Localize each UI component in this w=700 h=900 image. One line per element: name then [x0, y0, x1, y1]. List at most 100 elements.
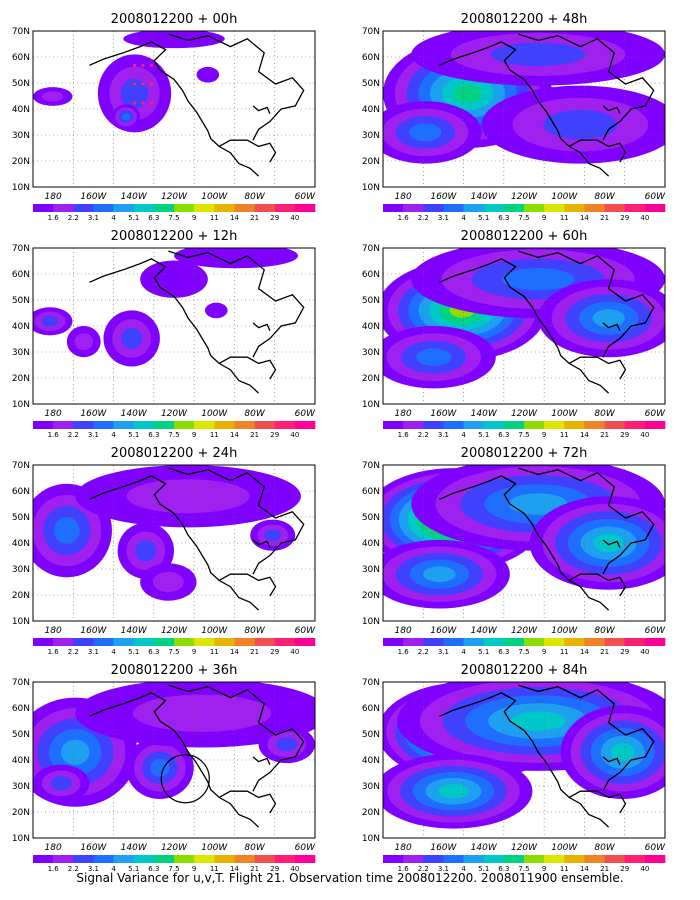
colorbar-label: 40 [640, 865, 649, 873]
lat-tick-label: 40N [362, 539, 380, 549]
lon-tick-label: 60W [295, 843, 316, 853]
lat-tick-label: 40N [362, 322, 380, 332]
shaded-field [33, 682, 315, 807]
lat-tick-label: 40N [362, 756, 380, 766]
colorbar-label: 14 [580, 431, 589, 439]
shade-contour [150, 758, 170, 777]
panel-title: 2008012200 + 36h [111, 663, 238, 678]
colorbar-swatch [604, 204, 626, 212]
colorbar-label: 11 [560, 648, 569, 656]
flight-track-dot [141, 101, 145, 105]
lat-tick-label: 30N [362, 131, 380, 141]
colorbar-label: 40 [290, 431, 299, 439]
colorbar-label: 11 [210, 865, 219, 873]
colorbar-swatch [463, 204, 485, 212]
lat-tick-label: 70N [12, 244, 30, 254]
observation-circle [160, 754, 210, 804]
colorbar-label: 11 [210, 648, 219, 656]
colorbar-swatch [503, 421, 525, 429]
shade-contour [592, 309, 625, 328]
lon-tick-label: 160W [80, 192, 107, 202]
lon-tick-label: 140W [121, 626, 148, 636]
colorbar-label: 4 [111, 214, 116, 222]
lat-tick-label: 50N [362, 296, 380, 306]
lat-tick-label: 60N [12, 53, 30, 63]
colorbar-swatch [53, 855, 74, 863]
panel-title: 2008012200 + 72h [461, 446, 588, 461]
lon-tick-label: 80W [594, 626, 615, 636]
colorbar-swatch [423, 855, 444, 863]
lon-tick-label: 60W [295, 409, 316, 419]
colorbar-label: 7.5 [518, 214, 529, 222]
colorbar-label: 29 [270, 648, 279, 656]
flight-track-dot [149, 63, 154, 67]
panel-title: 2008012200 + 12h [111, 229, 238, 244]
lat-tick-label: 10N [12, 400, 30, 410]
map-frame [382, 247, 666, 405]
map-background [33, 31, 315, 187]
lat-tick-label: 30N [362, 348, 380, 358]
colorbar-label: 11 [210, 431, 219, 439]
colorbar-swatch [53, 204, 74, 212]
colorbar-label: 9 [542, 865, 546, 873]
lat-tick-label: 50N [362, 513, 380, 523]
lon-tick-label: 180 [45, 626, 62, 636]
colorbar-swatch [53, 421, 74, 429]
lat-tick-label: 70N [12, 678, 30, 688]
colorbar-swatch [133, 204, 155, 212]
coastline [89, 684, 305, 828]
lon-tick-label: 100W [201, 409, 228, 419]
colorbar-swatch [403, 855, 424, 863]
colorbar-swatch [483, 638, 505, 646]
lon-tick-label: 80W [594, 192, 615, 202]
lon-tick-label: 100W [551, 626, 578, 636]
map-panel-6: 2008012200 + 72h 70N 60N 50N 40N 30N 20N 10N 180… [362, 446, 666, 656]
colorbar-swatch [294, 204, 316, 212]
shade-contour [196, 66, 220, 83]
colorbar-swatch [544, 421, 565, 429]
shaded-field [383, 248, 665, 389]
lon-tick-label: 180 [45, 843, 62, 853]
colorbar-swatch [113, 855, 135, 863]
colorbar-label: 21 [250, 648, 259, 656]
colorbar-swatch [214, 204, 235, 212]
shade-contour [501, 268, 575, 291]
colorbar-swatch [113, 204, 135, 212]
colorbar-swatch [564, 855, 585, 863]
colorbar-swatch [604, 638, 626, 646]
coastline [89, 467, 305, 611]
figure-caption: Signal Variance for u,v,T. Flight 21. Ob… [76, 871, 624, 885]
lon-tick-label: 100W [551, 843, 578, 853]
colorbar-label: 3.1 [438, 431, 449, 439]
colorbar-swatch [443, 855, 464, 863]
colorbar-swatch [194, 855, 215, 863]
lon-tick-label: 80W [244, 843, 265, 853]
colorbar-swatch [234, 204, 255, 212]
shade-contour [264, 529, 282, 542]
lat-tick-label: 20N [12, 808, 30, 818]
colorbar-swatch [383, 855, 404, 863]
lon-tick-label: 160W [430, 843, 457, 853]
colorbar-swatch [73, 421, 94, 429]
colorbar-swatch [93, 421, 114, 429]
shaded-field [383, 31, 665, 164]
map-frame [32, 30, 316, 188]
colorbar-label: 14 [230, 648, 239, 656]
colorbar-swatch [234, 638, 255, 646]
lon-tick-label: 120W [511, 626, 538, 636]
colorbar-label: 9 [542, 214, 546, 222]
colorbar-swatch [234, 421, 255, 429]
shade-contour [152, 571, 184, 593]
colorbar-label: 5.1 [478, 214, 489, 222]
shaded-field [33, 31, 225, 133]
shaded-field [33, 465, 301, 601]
lon-tick-label: 180 [395, 843, 412, 853]
colorbar-swatch [33, 638, 54, 646]
lat-tick-label: 70N [362, 461, 380, 471]
colorbar-label: 5.1 [478, 648, 489, 656]
colorbar-swatch [274, 638, 296, 646]
shade-contour [438, 783, 469, 799]
colorbar-swatch [254, 421, 276, 429]
colorbar-swatch [194, 204, 215, 212]
shade-contour [140, 260, 208, 298]
